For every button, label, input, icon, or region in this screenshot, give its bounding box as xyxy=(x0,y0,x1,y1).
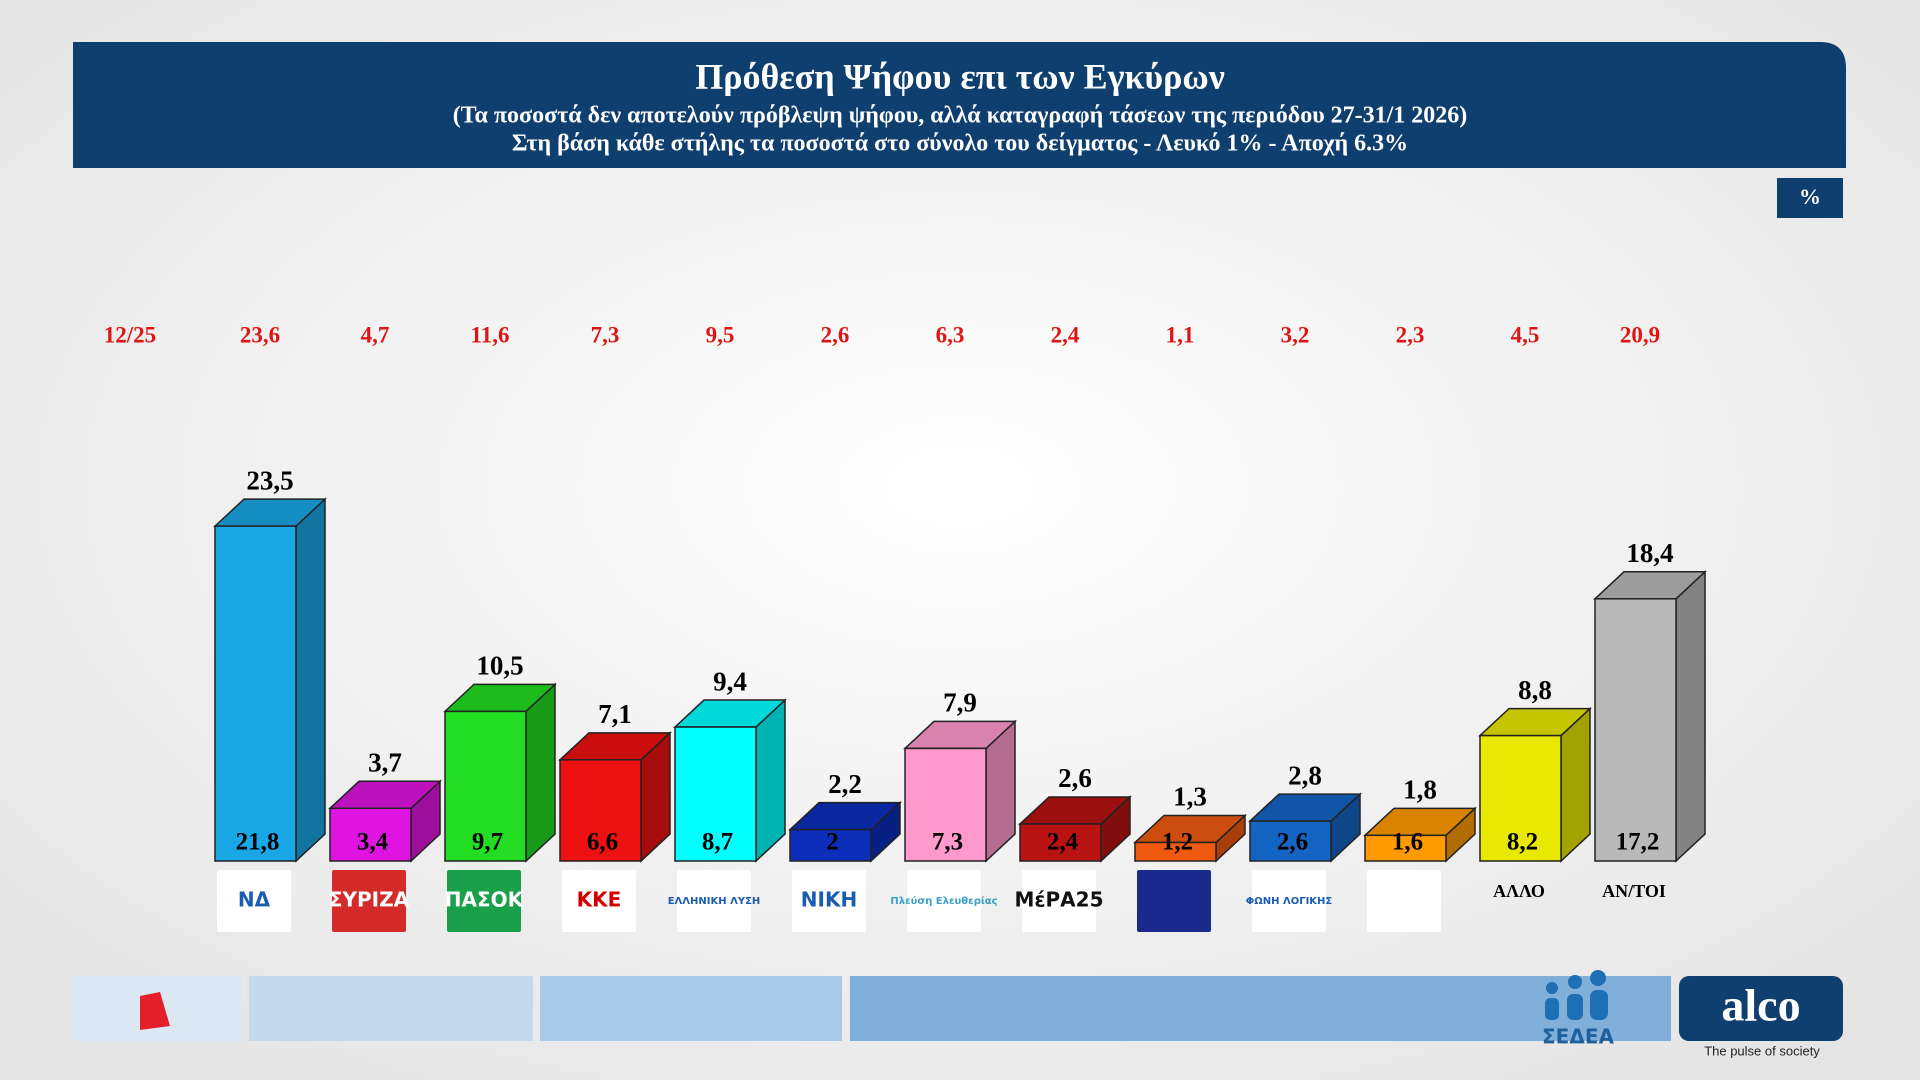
value-label: 10,5 xyxy=(476,651,523,681)
previous-value: 23,6 xyxy=(240,322,280,347)
x-tick-label: ΦΩΝΗ ΛΟΓΙΚΗΣ xyxy=(1246,896,1333,907)
bar xyxy=(904,747,987,862)
value-label: 3,7 xyxy=(368,747,402,777)
bar xyxy=(214,525,297,862)
bar xyxy=(559,759,642,862)
x-tick-label: Πλεύση Ελευθερίας xyxy=(890,895,997,907)
previous-value: 7,3 xyxy=(591,322,620,347)
tagline: The pulse of society xyxy=(1704,1043,1820,1058)
party-logo xyxy=(447,870,521,932)
bar-side xyxy=(755,698,786,863)
previous-value: 2,4 xyxy=(1051,322,1080,347)
party-logo xyxy=(1137,870,1211,932)
bar xyxy=(789,828,872,862)
brand-box xyxy=(1679,976,1843,1041)
previous-value: 2,6 xyxy=(821,322,850,347)
bar xyxy=(1594,598,1677,862)
previous-value: 4,7 xyxy=(361,322,390,347)
x-tick-label: ΜέΡΑ25 xyxy=(1014,888,1103,912)
unit-badge-box xyxy=(1777,178,1843,218)
x-tick-label: ΣΥΡΙΖΑ xyxy=(329,888,410,912)
bar-side xyxy=(295,497,326,863)
x-tick-label: ΝΔ xyxy=(238,888,271,912)
bar xyxy=(1249,820,1332,862)
sample-value-label: 8,7 xyxy=(702,829,733,856)
party-logo xyxy=(907,870,981,932)
bar-side xyxy=(1675,570,1706,863)
footer-strip xyxy=(249,976,533,1041)
party-logo xyxy=(1252,870,1326,932)
previous-value: 3,2 xyxy=(1281,322,1310,347)
partner-name: ΣΕΔΕΑ xyxy=(1542,1025,1614,1049)
value-label: 7,9 xyxy=(943,688,977,718)
party-logo xyxy=(562,870,636,932)
value-label: 7,1 xyxy=(598,699,632,729)
value-label: 8,8 xyxy=(1518,675,1552,705)
sample-value-label: 6,6 xyxy=(587,829,618,856)
party-logo xyxy=(677,870,751,932)
x-tick-label: ΠΑΣΟΚ xyxy=(445,888,525,912)
value-label: 2,8 xyxy=(1288,760,1322,790)
previous-value: 6,3 xyxy=(936,322,965,347)
sample-value-label: 8,2 xyxy=(1507,829,1538,856)
bar xyxy=(1019,823,1102,862)
sample-value-label: 1,6 xyxy=(1392,829,1423,856)
previous-value: 11,6 xyxy=(471,322,510,347)
footer-strip xyxy=(850,976,1671,1041)
previous-label: 12/25 xyxy=(104,322,156,347)
previous-value: 1,1 xyxy=(1166,322,1195,347)
value-label: 1,3 xyxy=(1173,782,1207,812)
sample-value-label: 3,4 xyxy=(357,829,389,856)
sample-value-label: 21,8 xyxy=(236,829,280,856)
brand: alco xyxy=(1721,980,1800,1031)
sample-value-label: 2,6 xyxy=(1277,829,1308,856)
bar xyxy=(329,807,412,862)
header-band xyxy=(73,42,1846,168)
x-tick-label: ΑΝ/ΤΟΙ xyxy=(1602,881,1666,901)
bar xyxy=(674,726,757,862)
sample-value-label: 7,3 xyxy=(932,829,963,856)
partner-icon xyxy=(1545,970,1608,1020)
news-logo xyxy=(140,992,170,1030)
x-tick-label: ΑΛΛΟ xyxy=(1493,881,1545,901)
party-logo xyxy=(792,870,866,932)
previous-value: 4,5 xyxy=(1511,322,1540,347)
previous-value: 20,9 xyxy=(1620,322,1660,347)
bar xyxy=(1364,834,1447,862)
value-label: 1,8 xyxy=(1403,775,1437,805)
bar-side xyxy=(525,682,556,863)
sample-value-label: 2 xyxy=(826,829,839,856)
bar xyxy=(1479,734,1562,862)
x-tick-label: ΝΙΚΗ xyxy=(801,888,857,912)
subtitle: (Τα ποσοστά δεν αποτελούν πρόβλεψη ψήφου… xyxy=(453,103,1468,129)
party-logo xyxy=(1367,870,1441,932)
bar xyxy=(1134,841,1217,862)
value-label: 23,5 xyxy=(246,465,293,495)
sample-value-label: 2,4 xyxy=(1047,829,1079,856)
value-label: 9,4 xyxy=(713,666,747,696)
chart-title: Πρόθεση Ψήφου επι των Εγκύρων xyxy=(695,56,1225,96)
sample-value-label: 9,7 xyxy=(472,829,503,856)
footer-strip xyxy=(540,976,842,1041)
party-logo xyxy=(217,870,291,932)
value-label: 2,6 xyxy=(1058,763,1092,793)
sample-value-label: 1,2 xyxy=(1162,829,1193,856)
subtitle: Στη βάση κάθε στήλης τα ποσοστά στο σύνο… xyxy=(512,131,1408,157)
bar xyxy=(444,710,527,862)
x-tick-label: ΕΛΛΗΝΙΚΗ ΛΥΣΗ xyxy=(668,896,761,907)
x-tick-label: ΚΚΕ xyxy=(577,888,622,912)
value-label: 2,2 xyxy=(828,769,862,799)
previous-value: 2,3 xyxy=(1396,322,1425,347)
sample-value-label: 17,2 xyxy=(1616,829,1660,856)
value-label: 18,4 xyxy=(1626,538,1673,568)
party-logo xyxy=(332,870,406,932)
unit-badge: % xyxy=(1799,184,1821,209)
party-logo xyxy=(1022,870,1096,932)
previous-value: 9,5 xyxy=(706,322,735,347)
